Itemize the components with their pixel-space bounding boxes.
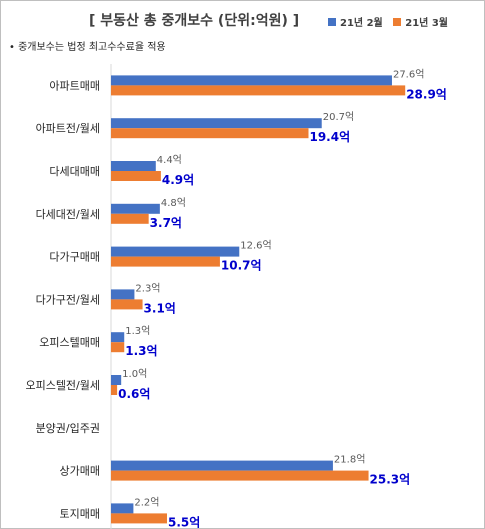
data-label-mar: 19.4억	[309, 130, 350, 144]
data-label-feb: 4.4억	[157, 154, 182, 166]
category-label: 다가구전/월세	[36, 293, 100, 306]
bar-feb	[111, 460, 333, 471]
bar-mar	[111, 85, 406, 96]
data-label-mar: 3.1억	[144, 301, 176, 315]
bar-mar	[111, 128, 309, 139]
data-label-feb: 2.2억	[134, 496, 159, 508]
bar-feb	[111, 161, 156, 171]
legend: 21년 2월 21년 3월	[328, 14, 455, 29]
data-label-feb: 1.0억	[122, 368, 147, 380]
legend-label-feb: 21년 2월	[340, 18, 383, 29]
data-label-mar: 5.5억	[168, 515, 200, 529]
legend-swatch-feb	[328, 18, 336, 26]
category-label: 다가구매매	[49, 251, 100, 264]
bar-feb	[111, 118, 322, 129]
bar-mar	[111, 213, 149, 224]
bar-feb	[111, 503, 134, 514]
bar-feb	[111, 375, 122, 385]
chart-note: • 중개보수는 법정 최고수수료율 적용	[9, 42, 166, 53]
legend-item-feb: 21년 2월	[328, 14, 383, 29]
bar-mar	[111, 256, 220, 267]
data-label-feb: 20.7억	[323, 111, 354, 123]
data-label-mar: 25.3억	[370, 473, 411, 487]
category-label: 분양권/입주권	[36, 422, 100, 435]
data-label-feb: 27.6억	[393, 68, 424, 80]
data-label-mar: 0.6억	[118, 387, 150, 401]
category-label: 아파트전/월세	[36, 122, 100, 135]
data-label-mar: 4.9억	[162, 173, 194, 187]
bar-feb	[111, 75, 392, 86]
data-label-feb: 12.6억	[240, 240, 271, 252]
data-label-feb: 4.8억	[161, 197, 186, 209]
data-label-mar: 1.3억	[125, 344, 157, 358]
chart-title: [ 부동산 총 중개보수 (단위:억원) ]	[89, 13, 300, 29]
bar-mar	[111, 299, 143, 310]
category-label: 상가매매	[60, 465, 100, 478]
data-label-feb: 21.8억	[334, 454, 365, 466]
category-label: 다세대매매	[49, 165, 100, 178]
bar-mar	[111, 470, 369, 481]
category-label: 아파트매매	[49, 79, 100, 92]
data-label-mar: 3.7억	[150, 216, 182, 230]
bar-feb	[111, 246, 240, 257]
legend-label-mar: 21년 3월	[405, 18, 449, 29]
data-label-feb: 2.3억	[135, 282, 160, 294]
category-label: 토지매매	[60, 507, 100, 520]
bar-mar	[111, 171, 161, 181]
data-label-mar: 28.9억	[406, 87, 447, 101]
bar-mar	[111, 513, 167, 524]
category-label: 오피스텔매매	[39, 336, 100, 349]
bar-feb	[111, 332, 125, 343]
legend-item-mar: 21년 3월	[393, 14, 448, 29]
bar-feb	[111, 289, 135, 300]
bar-mar	[111, 342, 125, 353]
data-label-feb: 1.3억	[125, 325, 150, 337]
bar-mar	[111, 385, 118, 395]
bar-feb	[111, 203, 160, 214]
category-label: 오피스텔전/월세	[25, 379, 100, 392]
legend-swatch-mar	[393, 18, 402, 26]
category-label: 다세대전/월세	[36, 208, 100, 221]
data-label-mar: 10.7억	[221, 259, 262, 273]
